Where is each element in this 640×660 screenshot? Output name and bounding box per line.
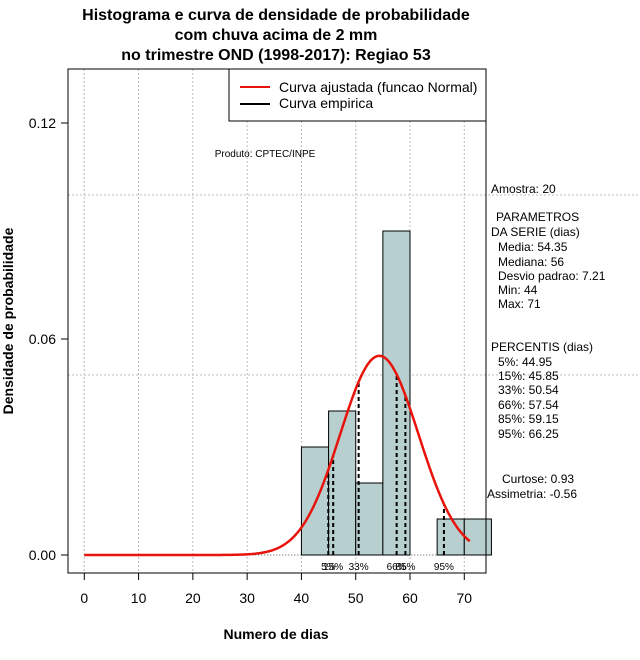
side-panel: Amostra: 20 PARAMETROS DA SERIE (dias) M… — [487, 182, 606, 501]
x-tick-label-60: 60 — [402, 590, 418, 606]
fitted-normal-curve — [84, 354, 471, 557]
histogram-bar-6 — [463, 518, 492, 556]
credit-text: Produto: CPTEC/INPE — [215, 149, 316, 160]
histogram-bar-2 — [355, 482, 384, 556]
pct-95: 95%: 66.25 — [498, 427, 559, 441]
percentile-label-95%: 95% — [434, 562, 454, 573]
fitted-curve-layer — [84, 354, 471, 557]
pct-85: 85%: 59.15 — [498, 412, 559, 426]
pct-66: 66%: 57.54 — [498, 398, 559, 412]
param-median: Mediana: 56 — [498, 255, 564, 269]
percentiles-title: PERCENTIS (dias) — [491, 340, 593, 354]
x-tick-label-30: 30 — [239, 590, 255, 606]
legend-label-empirical: Curva empirica — [279, 95, 373, 111]
plot-frame — [67, 68, 487, 574]
y-axis: 0.00 0.06 0.12 — [29, 115, 68, 563]
legend-box — [228, 68, 487, 122]
percentile-markers: 5%15% 33% 66%85% 95% — [321, 374, 454, 573]
x-tick-label-10: 10 — [131, 590, 147, 606]
x-tick-label-40: 40 — [294, 590, 310, 606]
y-tick-label-1: 0.06 — [29, 331, 56, 347]
legend: Curva ajustada (funcao Normal) Curva emp… — [228, 68, 487, 122]
chart-title-line-2: com chuva acima de 2 mm — [175, 27, 378, 44]
percentile-label-15%: 15% — [323, 562, 343, 573]
x-axis-title: Numero de dias — [223, 626, 328, 642]
grid-lines — [68, 69, 640, 573]
histogram-bar-5 — [436, 518, 465, 556]
legend-label-fitted: Curva ajustada (funcao Normal) — [279, 79, 477, 95]
x-tick-label-20: 20 — [185, 590, 201, 606]
params-title-1: PARAMETROS — [496, 210, 579, 224]
percentile-label-66%: 66% — [387, 562, 407, 573]
params-title-2: DA SERIE (dias) — [491, 225, 580, 239]
pct-33: 33%: 50.54 — [498, 383, 559, 397]
x-tick-label-0: 0 — [80, 590, 88, 606]
param-mean: Media: 54.35 — [498, 240, 568, 254]
skewness: Assimetria: -0.56 — [487, 487, 577, 501]
param-stddev: Desvio padrao: 7.21 — [498, 269, 606, 283]
kurtosis: Curtose: 0.93 — [502, 472, 574, 486]
param-min: Min: 44 — [498, 283, 538, 297]
chart-title-line-3: no trimestre OND (1998-2017): Regiao 53 — [121, 47, 431, 64]
x-tick-label-50: 50 — [348, 590, 364, 606]
chart-title-line-1: Histograma e curva de densidade de proba… — [82, 7, 470, 24]
percentile-label-33%: 33% — [349, 562, 369, 573]
param-max: Max: 71 — [498, 297, 541, 311]
percentile-label-85%: 85% — [395, 562, 415, 573]
sample-size: Amostra: 20 — [491, 182, 556, 196]
pct-15: 15%: 45.85 — [498, 369, 559, 383]
y-axis-title: Densidade de probabilidade — [0, 227, 16, 414]
y-tick-label-0: 0.00 — [29, 547, 56, 563]
percentile-label-5%: 5% — [321, 562, 336, 573]
x-tick-label-70: 70 — [456, 590, 472, 606]
x-axis: 0 10 20 30 40 50 60 70 — [80, 572, 472, 606]
y-tick-label-2: 0.12 — [29, 115, 56, 131]
pct-5: 5%: 44.95 — [498, 355, 552, 369]
